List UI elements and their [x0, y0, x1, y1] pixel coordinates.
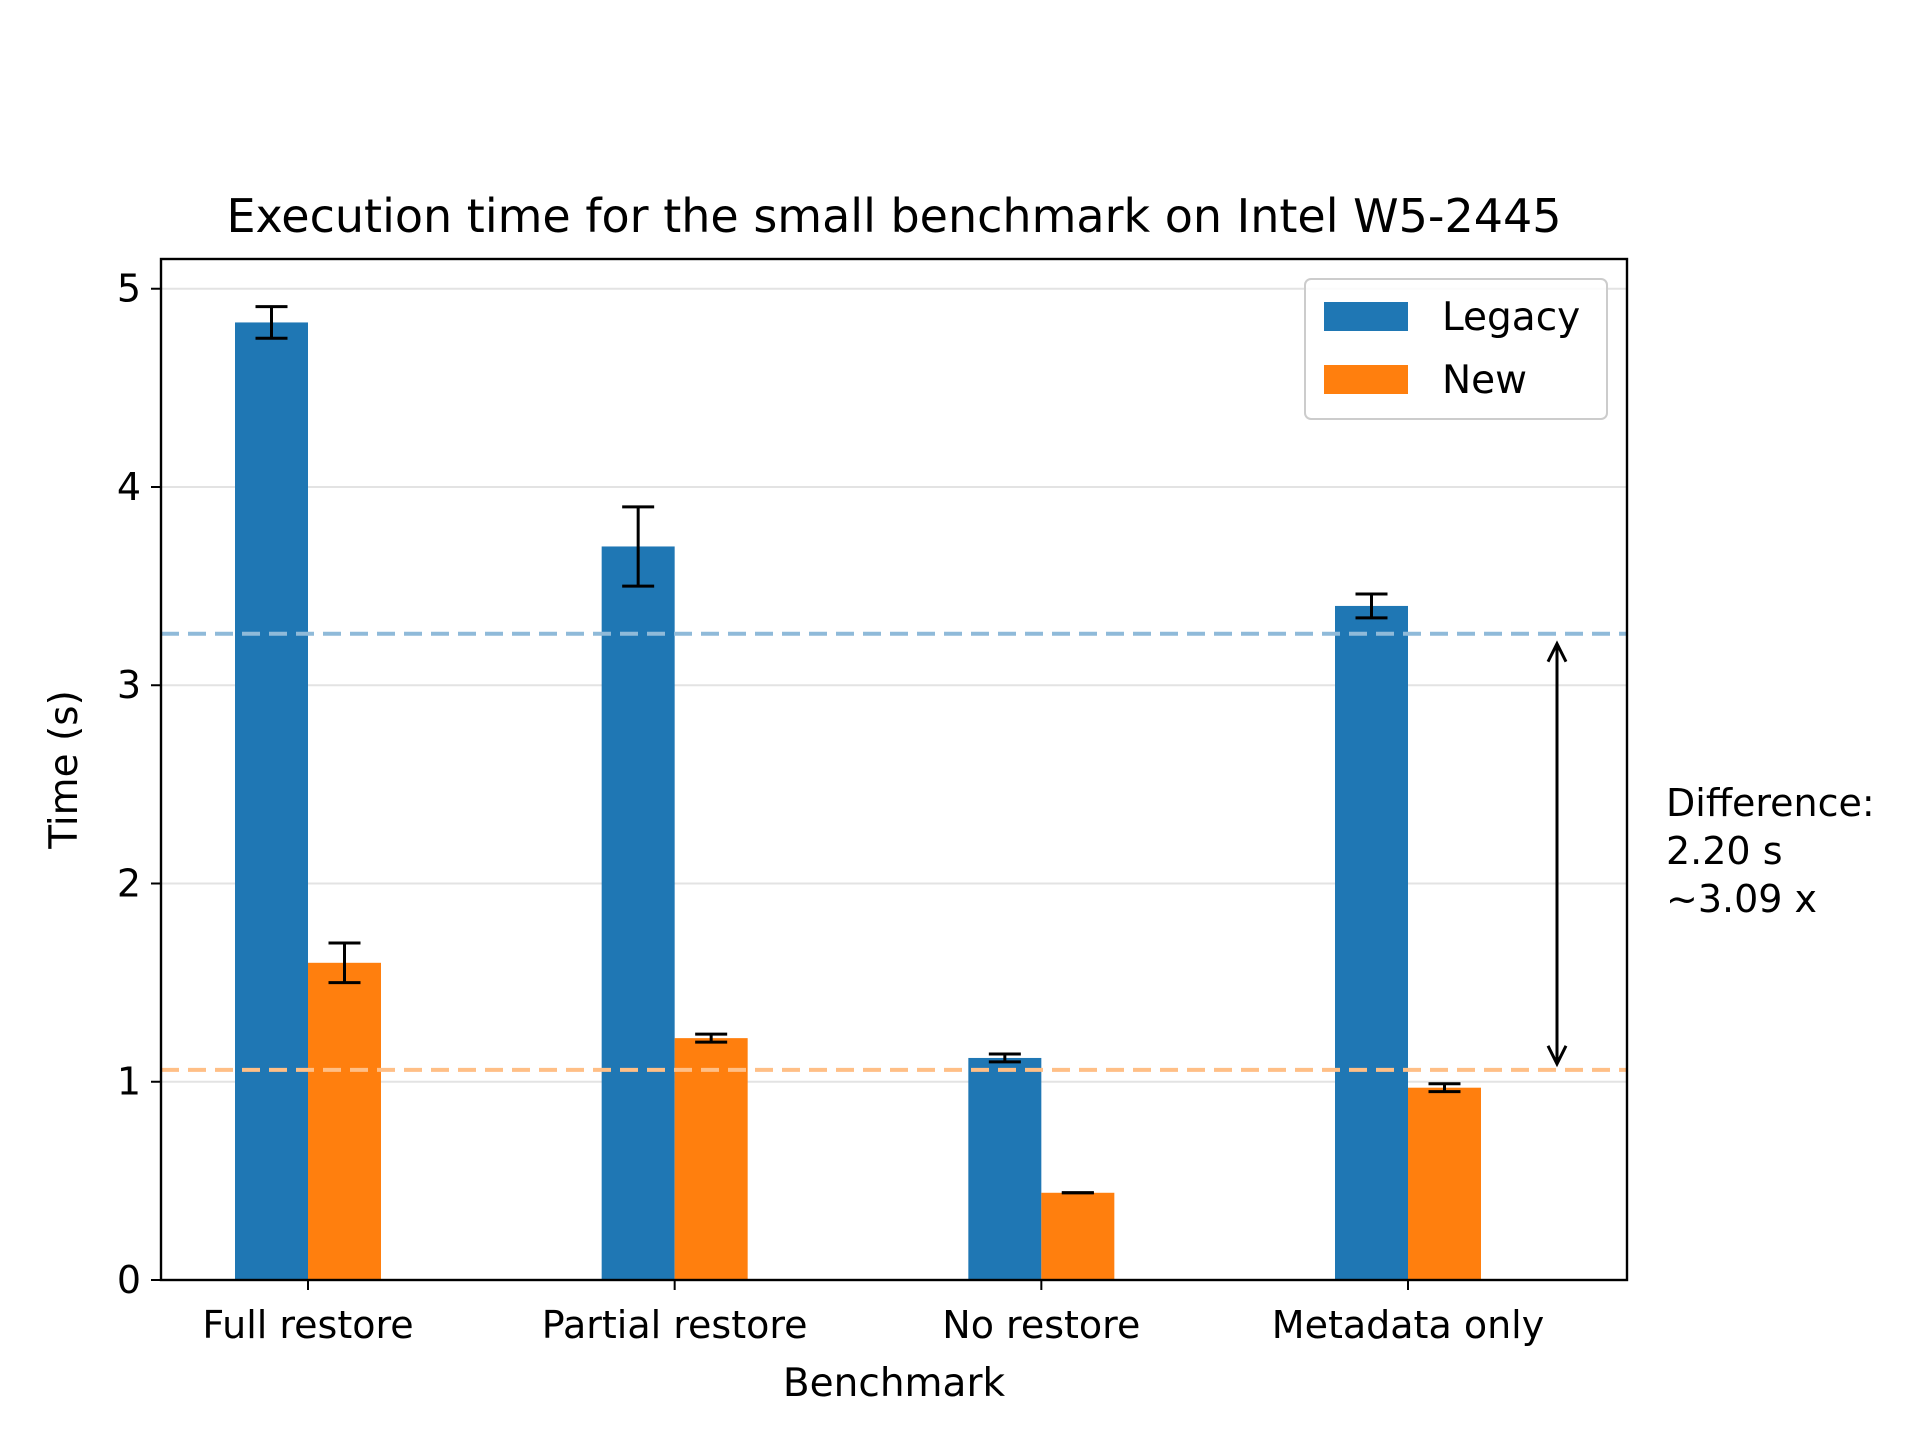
y-tick-label: 3: [117, 663, 141, 707]
annotation-line: Difference:: [1666, 781, 1875, 825]
y-tick-label: 2: [117, 861, 141, 905]
y-axis-title: Time (s): [42, 690, 87, 850]
y-tick-label: 1: [117, 1060, 141, 1104]
y-tick-label: 4: [117, 465, 141, 509]
bar-legacy-no-restore: [968, 1057, 1042, 1280]
bar-new-partial-restore: [674, 1038, 748, 1280]
x-tick-label: Full restore: [202, 1303, 413, 1347]
annotation-line: ~3.09 x: [1666, 877, 1817, 921]
bar-new-no-restore: [1041, 1192, 1115, 1280]
arrow-head-down: [1546, 1045, 1568, 1068]
y-tick-label: 0: [117, 1258, 141, 1302]
bar-new-metadata-only: [1408, 1087, 1481, 1280]
bar-new-full-restore: [308, 962, 381, 1280]
legend-label: New: [1442, 358, 1527, 403]
error-bars: [255, 305, 1461, 1195]
legend-label: Legacy: [1442, 295, 1580, 340]
arrow-head-up: [1546, 640, 1568, 663]
x-tick-label: No restore: [942, 1303, 1140, 1347]
reference-lines: [161, 631, 1627, 1072]
bar-legacy-metadata-only: [1335, 605, 1408, 1280]
legend: Legacy New: [1304, 278, 1608, 420]
x-axis: Full restore Partial restore No restore Met…: [202, 1280, 1544, 1347]
x-axis-title: Benchmark: [783, 1361, 1006, 1406]
x-tick-label: Metadata only: [1272, 1303, 1544, 1347]
x-tick-label: Partial restore: [542, 1303, 808, 1347]
y-tick-label: 5: [117, 267, 141, 311]
bars: [235, 322, 1481, 1280]
legend-swatch: [1324, 365, 1408, 394]
bar-legacy-partial-restore: [601, 546, 675, 1280]
annotation-line: 2.20 s: [1666, 829, 1783, 873]
plot-frame: [159, 257, 1629, 1282]
y-axis: 0 1 2 3 4 5: [117, 267, 161, 1302]
difference-annotation: Difference:2.20 s~3.09 x: [1546, 640, 1875, 1068]
legend-swatch: [1324, 302, 1408, 331]
chart-title: Execution time for the small benchmark o…: [226, 189, 1561, 243]
bar-legacy-full-restore: [235, 322, 308, 1280]
